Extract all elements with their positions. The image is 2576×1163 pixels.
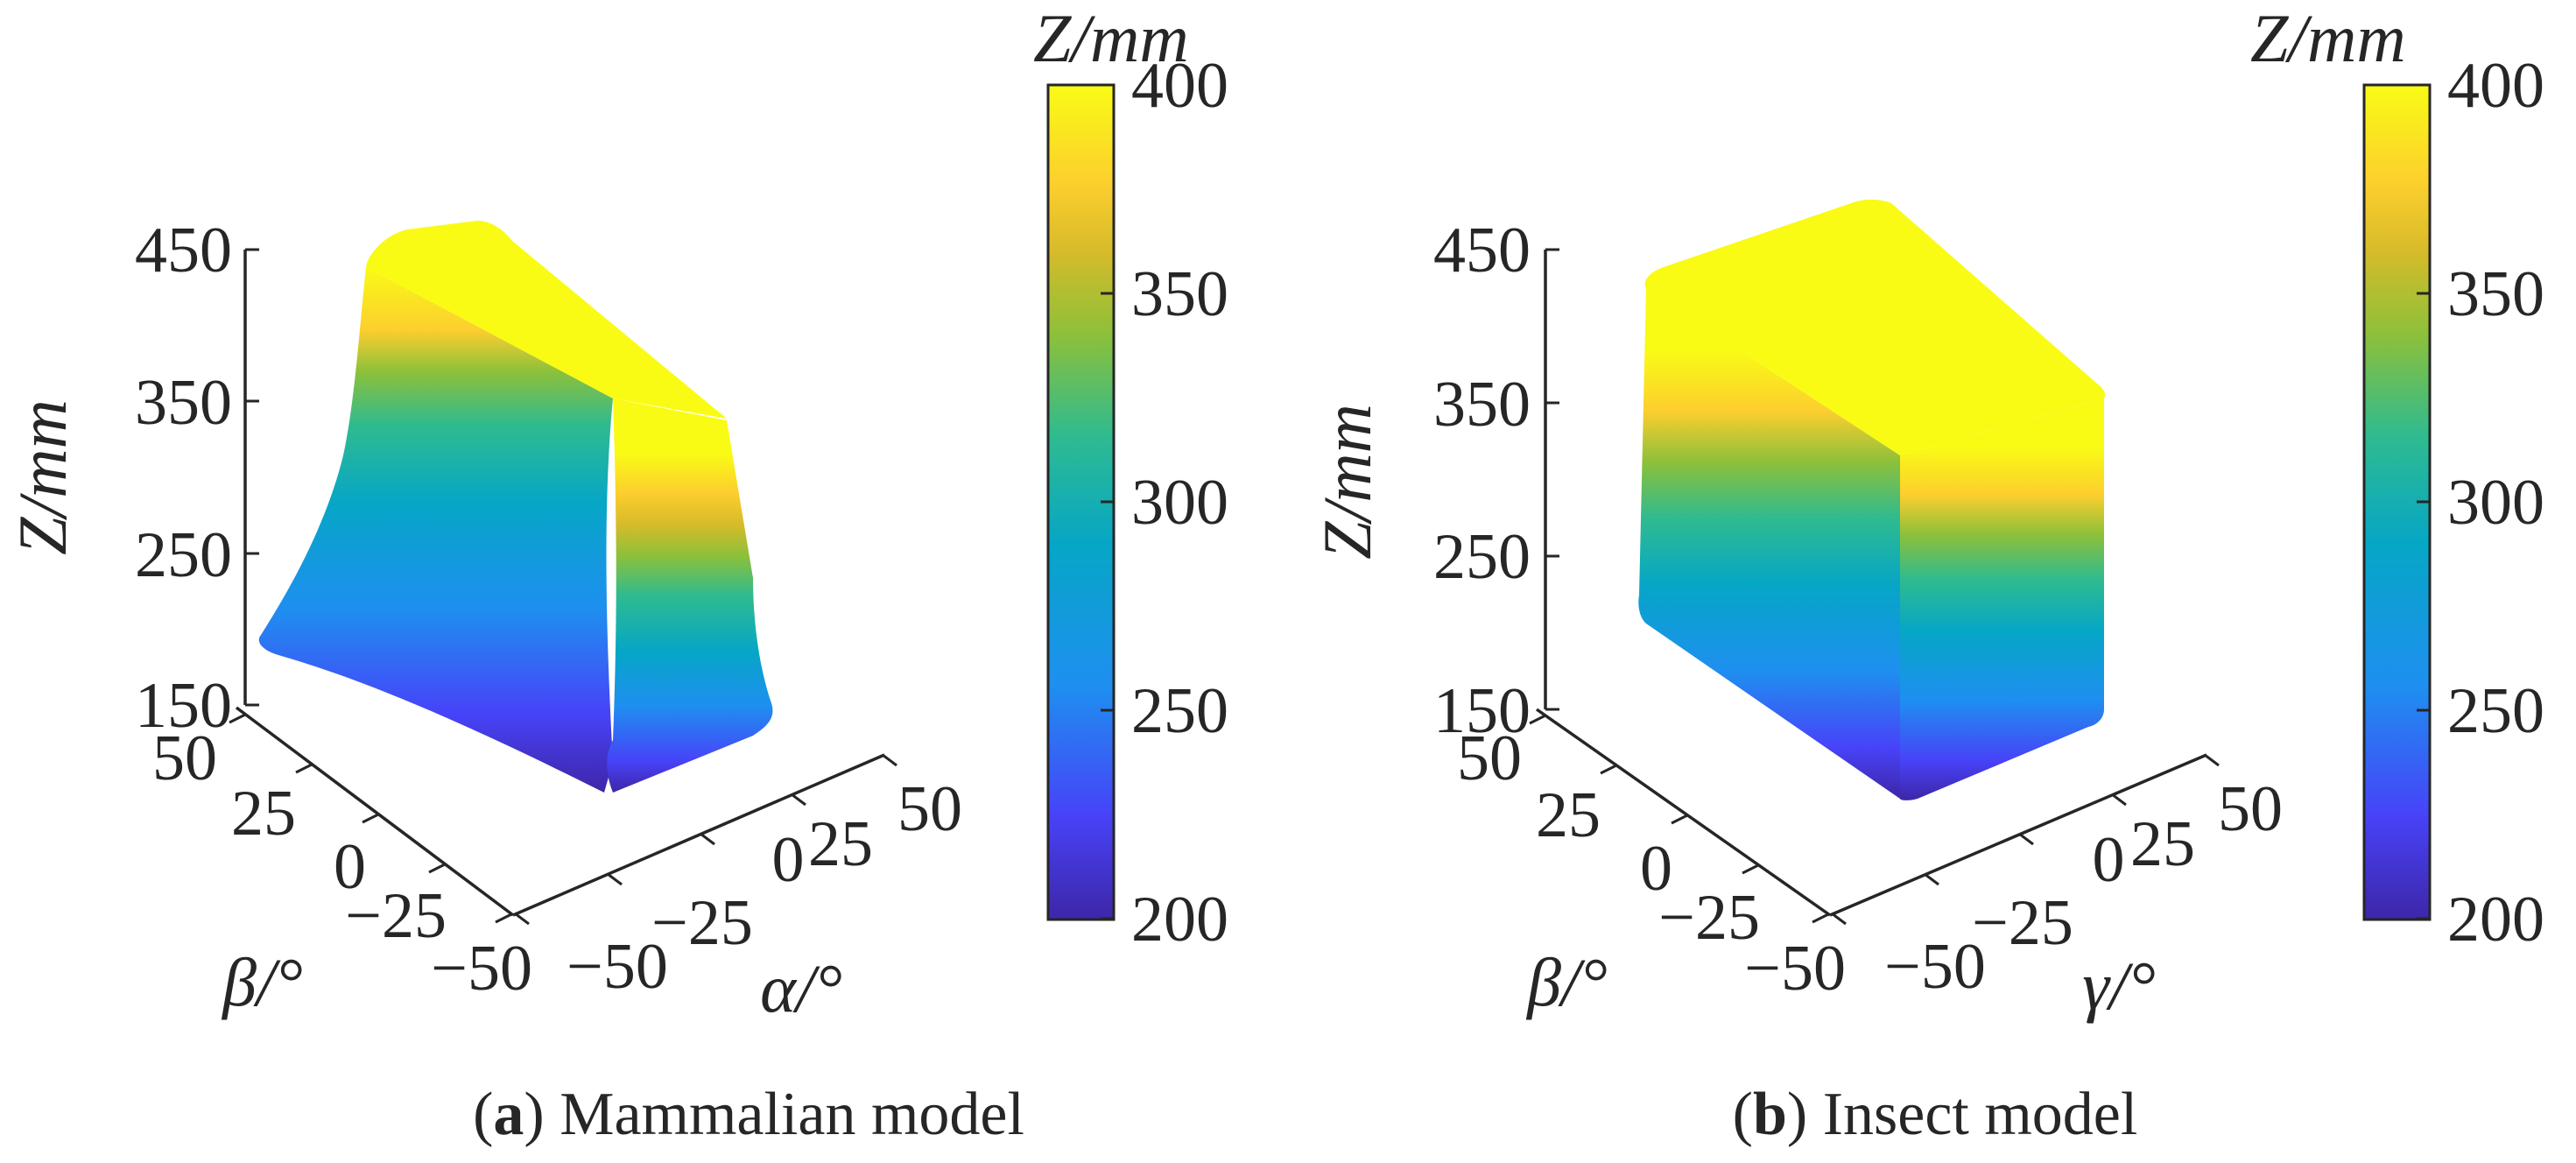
panel-a-cb-tick-label: 300 [1131,467,1228,539]
panel-b-cb-tick-label: 400 [2447,50,2544,122]
panel-a-xtick-mark [514,912,530,926]
panel-a-z-axis-label: Z/mm [4,399,81,555]
panel-a-cb-tick-label: 350 [1131,258,1228,330]
panel-a-top-face [366,221,727,419]
panel-b-gamma-axis [1829,753,2207,917]
panel-b-left-face [1638,289,1900,799]
panel-b: 450 350 250 150 Z/mm 50 25 0 −25 −50 β/°… [1309,0,2544,1148]
panel-b-beta-axis [1535,708,1832,917]
panel-a-colorbar: 400 350 300 250 200 Z/mm [1033,0,1228,955]
panel-b-xtick-mark [2111,793,2127,807]
panel-b-beta-axis-label: β/° [1525,944,1608,1020]
panel-b-caption-text: ) Insect model [1787,1081,2137,1148]
panel-b-ytick-mark [1529,714,1546,725]
panel-b-z-axis-label: Z/mm [1309,404,1385,560]
panel-b-xtick-label: 25 [2130,808,2195,880]
panel-a-caption-text: ) Mammalian model [524,1081,1024,1148]
panel-a-xtick-mark [791,793,806,807]
panel-b-cb-tick-label: 350 [2447,258,2544,330]
panel-b-cb-tick-label: 200 [2447,884,2544,955]
panel-b-colorbar: 400 350 300 250 200 Z/mm [2250,0,2544,955]
panel-b-top-face [1644,199,2106,456]
panel-a-ztick-label: 350 [135,367,232,439]
panel-a-alpha-axis [512,753,885,917]
panel-b-colorbar-label: Z/mm [2250,0,2406,76]
panel-b-cb-tick-label: 300 [2447,467,2544,539]
panel-a-surface [258,221,773,793]
panel-a-caption-letter: a [493,1081,524,1148]
panel-b-xtick-label: −50 [1884,931,1986,1003]
panel-b-caption-open: ( [1733,1081,1753,1148]
panel-b-ztick-label: 450 [1433,215,1531,286]
panel-a: 450 350 250 150 Z/mm 50 25 0 −25 −50 β/°… [4,0,1228,1148]
panel-b-ytick-label: −25 [1658,882,1760,954]
panel-a-caption-open: ( [473,1081,493,1148]
panel-a-ytick-label: −25 [345,880,447,952]
panel-a-xtick-mark [700,832,715,846]
panel-a-beta-axis-label: β/° [221,944,303,1020]
panel-b-right-face [1900,398,2104,800]
panel-b-xtick-label: 50 [2218,773,2283,845]
panel-a-xtick-mark [882,753,897,767]
panel-a-cb-tick-label: 250 [1131,675,1228,747]
panel-a-ytick-mark [295,763,313,774]
panel-b-xtick-label: 0 [2093,824,2125,896]
panel-b-cb-tick-label: 250 [2447,675,2544,747]
panel-a-ytick-mark [229,713,246,724]
panel-a-ytick-mark [428,863,446,874]
panel-a-cb-tick-label: 200 [1131,884,1228,955]
panel-b-ytick-mark [1600,764,1617,775]
panel-a-ztick-label: 150 [135,670,232,742]
panel-b-caption-letter: b [1753,1081,1787,1148]
panel-a-ztick-label: 450 [135,215,232,286]
panel-a-xtick-mark [607,872,623,886]
panel-a-ytick-label: 25 [231,778,296,849]
panel-a-alpha-axis-label: α/° [760,950,842,1026]
panel-b-ytick-label: 0 [1640,833,1672,905]
panel-b-surface [1638,199,2106,800]
panel-b-ytick-label: 50 [1457,722,1522,794]
panel-a-colorbar-label: Z/mm [1033,0,1189,76]
panel-a-ytick-label: 0 [334,831,366,903]
panel-a-xtick-label: −25 [651,887,753,959]
panel-a-xtick-label: −50 [567,931,668,1003]
panel-a-ytick-mark [495,913,512,924]
panel-a-xtick-label: 50 [897,773,962,845]
panel-b-gamma-axis-label: γ/° [2082,948,2156,1024]
panel-a-ztick-label: 250 [135,519,232,591]
panel-b-ztick-label: 150 [1433,675,1531,747]
panel-b-caption: (b) Insect model [1733,1081,2138,1148]
panel-b-ztick-label: 250 [1433,521,1531,593]
panel-b-xtick-mark [1831,912,1847,926]
panel-a-cb-tick-label: 400 [1131,50,1228,122]
panel-b-xtick-mark [1924,872,1939,886]
panel-b-xtick-label: −25 [1972,887,2073,959]
panel-a-ytick-mark [362,813,379,824]
panel-b-ytick-label: −50 [1744,933,1846,1004]
panel-b-xtick-mark [2204,753,2220,767]
panel-a-xtick-label: 0 [772,824,805,896]
panel-a-beta-axis [235,706,515,917]
panel-a-right-face [607,398,773,793]
panel-b-ytick-mark [1812,913,1829,924]
panel-a-caption: (a) Mammalian model [473,1081,1024,1148]
panel-b-xtick-mark [2018,832,2034,846]
panel-a-ytick-label: −50 [431,933,532,1004]
panel-b-ytick-mark [1671,814,1688,825]
panel-a-left-face [258,267,613,793]
panel-a-ytick-label: 50 [152,722,217,794]
panel-a-xtick-label: 25 [808,808,873,880]
panel-b-ytick-mark [1742,863,1759,875]
panel-b-ztick-label: 350 [1433,369,1531,441]
panel-b-ytick-label: 25 [1536,779,1601,851]
